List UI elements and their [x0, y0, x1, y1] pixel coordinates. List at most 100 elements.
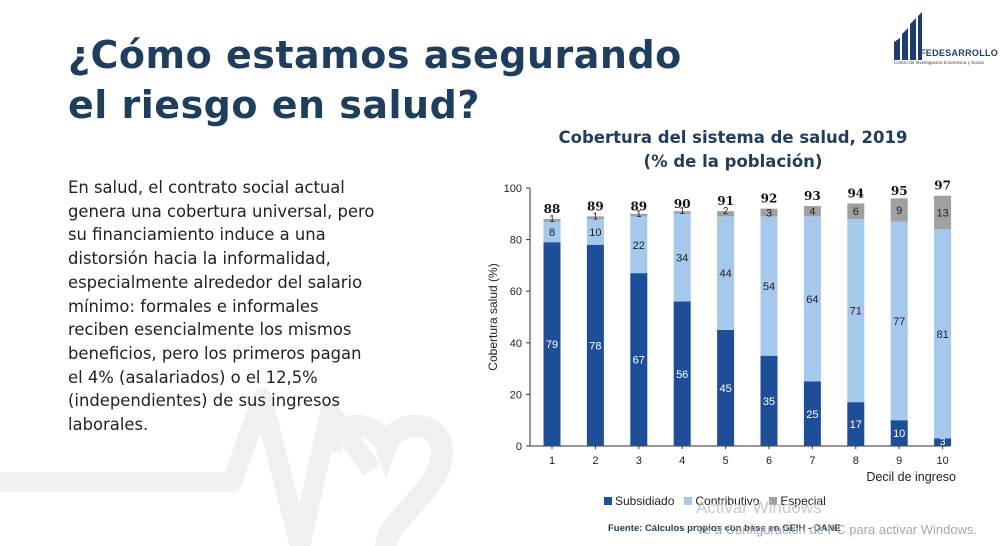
- body-line: (independientes) de sus ingresos: [68, 391, 341, 411]
- data-label: 22: [633, 240, 645, 252]
- bar-segment-contributivo: [673, 213, 691, 302]
- data-label: 1: [593, 211, 599, 222]
- stacked-bar-chart: 0 20 40 60 80 100 Cobertura salud (%) Decil de …: [486, 179, 956, 484]
- x-tick-label: 8: [853, 455, 859, 467]
- bar-segment-contributivo: [760, 216, 778, 356]
- legend-swatch-especial: [769, 497, 778, 505]
- data-label: 9: [896, 205, 902, 217]
- bar-segment-subsidiado: [543, 242, 561, 446]
- windows-activation-hint: Ve a Configuración de PC para activar Wi…: [696, 522, 978, 537]
- total-label: 91: [717, 194, 734, 208]
- data-label: 1: [679, 206, 685, 217]
- data-label: 25: [806, 409, 818, 421]
- data-label: 54: [763, 281, 775, 293]
- data-label: 1: [549, 214, 555, 225]
- bar-segment-subsidiado: [803, 381, 821, 446]
- chart-title-line: (% de la población): [643, 152, 823, 171]
- body-line: especialmente alrededor del salario: [68, 272, 363, 292]
- body-line: el 4% (asalariados) o el 12,5%: [68, 367, 318, 387]
- x-tick-label: 6: [766, 455, 772, 467]
- bar-segment-especial: [760, 208, 778, 217]
- y-tick-label: 100: [504, 183, 522, 195]
- chart-legend: Subsidiado Contributivo Especial: [604, 494, 826, 508]
- x-tick-label: 5: [723, 455, 729, 467]
- bar-segment-contributivo: [803, 216, 821, 382]
- data-label: 45: [719, 383, 731, 395]
- bar-segment-subsidiado: [890, 420, 908, 446]
- bar-segment-contributivo: [847, 218, 865, 403]
- total-label: 92: [761, 192, 778, 206]
- bar-segment-contributivo: [586, 218, 604, 245]
- body-line: beneficios, pero los primeros pagan: [68, 343, 362, 363]
- chart-title-line: Cobertura del sistema de salud, 2019: [558, 128, 908, 147]
- data-label: 79: [546, 339, 558, 351]
- chart-title: Cobertura del sistema de salud, 2019 (% …: [520, 126, 946, 174]
- bar-segment-especial: [586, 216, 604, 219]
- slide-title-line: el riesgo en salud?: [68, 83, 480, 127]
- windows-activation-watermark: Activar Windows: [696, 498, 822, 517]
- body-line: reciben esencialmente los mismos: [68, 320, 352, 340]
- x-tick-label: 10: [936, 455, 948, 467]
- logo-tagline: Centro de Investigación Económica y Soci…: [894, 60, 984, 65]
- slide-title: ¿Cómo estamos asegurando el riesgo en sa…: [68, 30, 682, 130]
- bar-segment-contributivo: [543, 221, 561, 243]
- legend-swatch-contributivo: [684, 497, 693, 505]
- legend-item-subsidiado: Subsidiado: [604, 494, 674, 508]
- bar-segment-especial: [934, 195, 952, 230]
- bar-segment-contributivo: [934, 229, 952, 439]
- legend-item-contributivo: Contributivo: [684, 494, 759, 508]
- body-paragraph: En salud, el contrato social actual gene…: [68, 176, 408, 437]
- bar-segment-subsidiado: [586, 244, 604, 446]
- y-axis-title: Cobertura salud (%): [486, 263, 500, 370]
- data-label: 17: [850, 419, 862, 431]
- data-label: 8: [549, 227, 555, 239]
- bar-segment-contributivo: [630, 216, 648, 274]
- legend-swatch-subsidiado: [604, 497, 612, 505]
- data-label: 6: [853, 206, 859, 218]
- y-tick-label: 40: [510, 338, 522, 350]
- y-tick-label: 20: [510, 389, 522, 401]
- bar-segment-subsidiado: [847, 402, 865, 446]
- data-label: 13: [936, 208, 948, 220]
- y-tick-label: 80: [510, 235, 522, 247]
- bar-segment-subsidiado: [760, 355, 778, 446]
- bar-segment-especial: [543, 218, 561, 222]
- bar-segment-especial: [673, 211, 691, 214]
- x-axis-title: Decil de ingreso: [866, 470, 956, 484]
- bar-segment-especial: [847, 203, 865, 219]
- data-label: 71: [850, 306, 862, 318]
- data-label: 35: [763, 396, 775, 408]
- x-tick-label: 2: [592, 455, 598, 467]
- total-label: 94: [847, 186, 864, 200]
- logo-building-icon: [894, 12, 922, 60]
- bar-segment-contributivo: [717, 216, 735, 330]
- data-label: 78: [589, 340, 601, 352]
- data-label: 44: [719, 268, 731, 280]
- bar-segment-subsidiado: [717, 329, 735, 446]
- x-tick-label: 7: [809, 455, 815, 467]
- body-line: su financiamiento induce a una: [68, 225, 326, 245]
- body-line: mínimo: formales e informales: [68, 296, 319, 316]
- total-label: 95: [891, 184, 908, 198]
- body-line: laborales.: [68, 415, 149, 435]
- body-line: genera una cobertura universal, pero: [68, 201, 375, 221]
- y-tick-label: 0: [516, 441, 522, 453]
- bar-segment-especial: [717, 211, 735, 217]
- legend-label: Subsidiado: [615, 494, 675, 508]
- total-label: 93: [804, 189, 821, 203]
- bar-segment-especial: [630, 213, 648, 217]
- source-note: Fuente: Cálculos propios con base en GEI…: [608, 523, 841, 534]
- total-label: 97: [934, 179, 951, 193]
- data-label: 34: [676, 253, 688, 265]
- data-label: 81: [936, 329, 948, 341]
- bar-segment-especial: [890, 198, 908, 222]
- x-tick-label: 9: [896, 455, 902, 467]
- total-label: 88: [544, 202, 561, 216]
- bar-segment-subsidiado: [630, 273, 648, 446]
- body-line: distorsión hacia la informalidad,: [68, 249, 331, 269]
- bar-segment-especial: [803, 206, 821, 217]
- logo-name: FEDESARROLLO: [920, 48, 999, 58]
- bar-segment-subsidiado: [673, 301, 691, 446]
- total-label: 89: [587, 199, 604, 213]
